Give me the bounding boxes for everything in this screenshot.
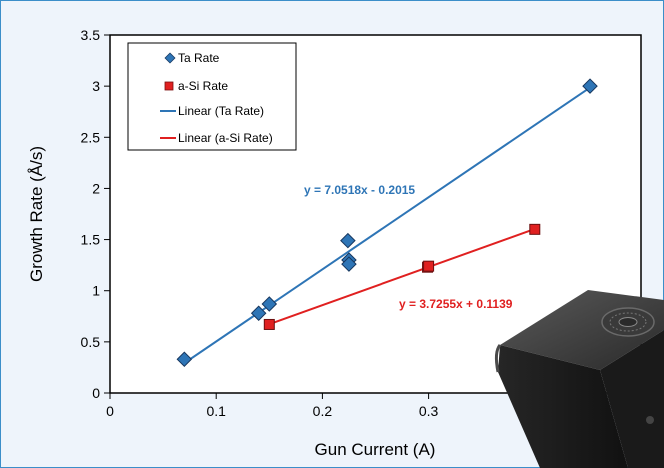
legend: Ta Rate a-Si Rate Linear (Ta Rate) Linea… [127,42,297,151]
ta-rate-point [176,351,193,368]
y-tick-label: 0.5 [81,334,101,350]
asi-trendline [268,227,536,326]
ta-trendline-equation: y = 7.0518x - 0.2015 [304,183,415,197]
ta-rate-point [340,232,356,249]
legend-box [127,42,297,151]
y-tick-label: 1 [92,283,100,299]
legend-asi-rate-marker [164,81,174,91]
x-axis-title: Gun Current (A) [315,440,436,459]
y-tick-label: 2 [92,180,100,196]
ta-rate-point [341,256,357,272]
trendlines [183,86,591,364]
y-tick-label: 1.5 [81,232,101,248]
ta-trendline [183,86,591,364]
y-axis: 0 0.5 1 1.5 2 2.5 3 3.5 [81,27,110,401]
y-tick-label: 3 [92,78,100,94]
x-tick-label: 0 [106,403,114,419]
ta-rate-point [250,305,267,321]
ta-rate-point [261,296,278,312]
asi-rate-point [529,223,541,235]
legend-ta-rate-label: Ta Rate [178,51,220,65]
legend-asi-rate-label: a-Si Rate [178,79,228,93]
legend-ta-rate-marker [164,52,176,64]
x-tick-label: 0.2 [313,403,333,419]
y-tick-label: 2.5 [81,129,101,145]
asi-trendline-equation: y = 3.7255x + 0.1139 [399,297,513,311]
y-tick-label: 3.5 [81,27,101,43]
y-axis-title: Growth Rate (Å/s) [27,146,46,282]
x-tick-label: 0.1 [206,403,226,419]
x-tick-label: 0.3 [419,403,439,419]
asi-rate-point [423,260,435,272]
legend-linear-asi-label: Linear (a-Si Rate) [178,131,273,145]
legend-linear-ta-label: Linear (Ta Rate) [178,104,264,118]
ta-rate-point [582,78,598,94]
data-markers [176,78,598,368]
y-tick-label: 0 [92,385,100,401]
asi-rate-point [263,318,275,330]
